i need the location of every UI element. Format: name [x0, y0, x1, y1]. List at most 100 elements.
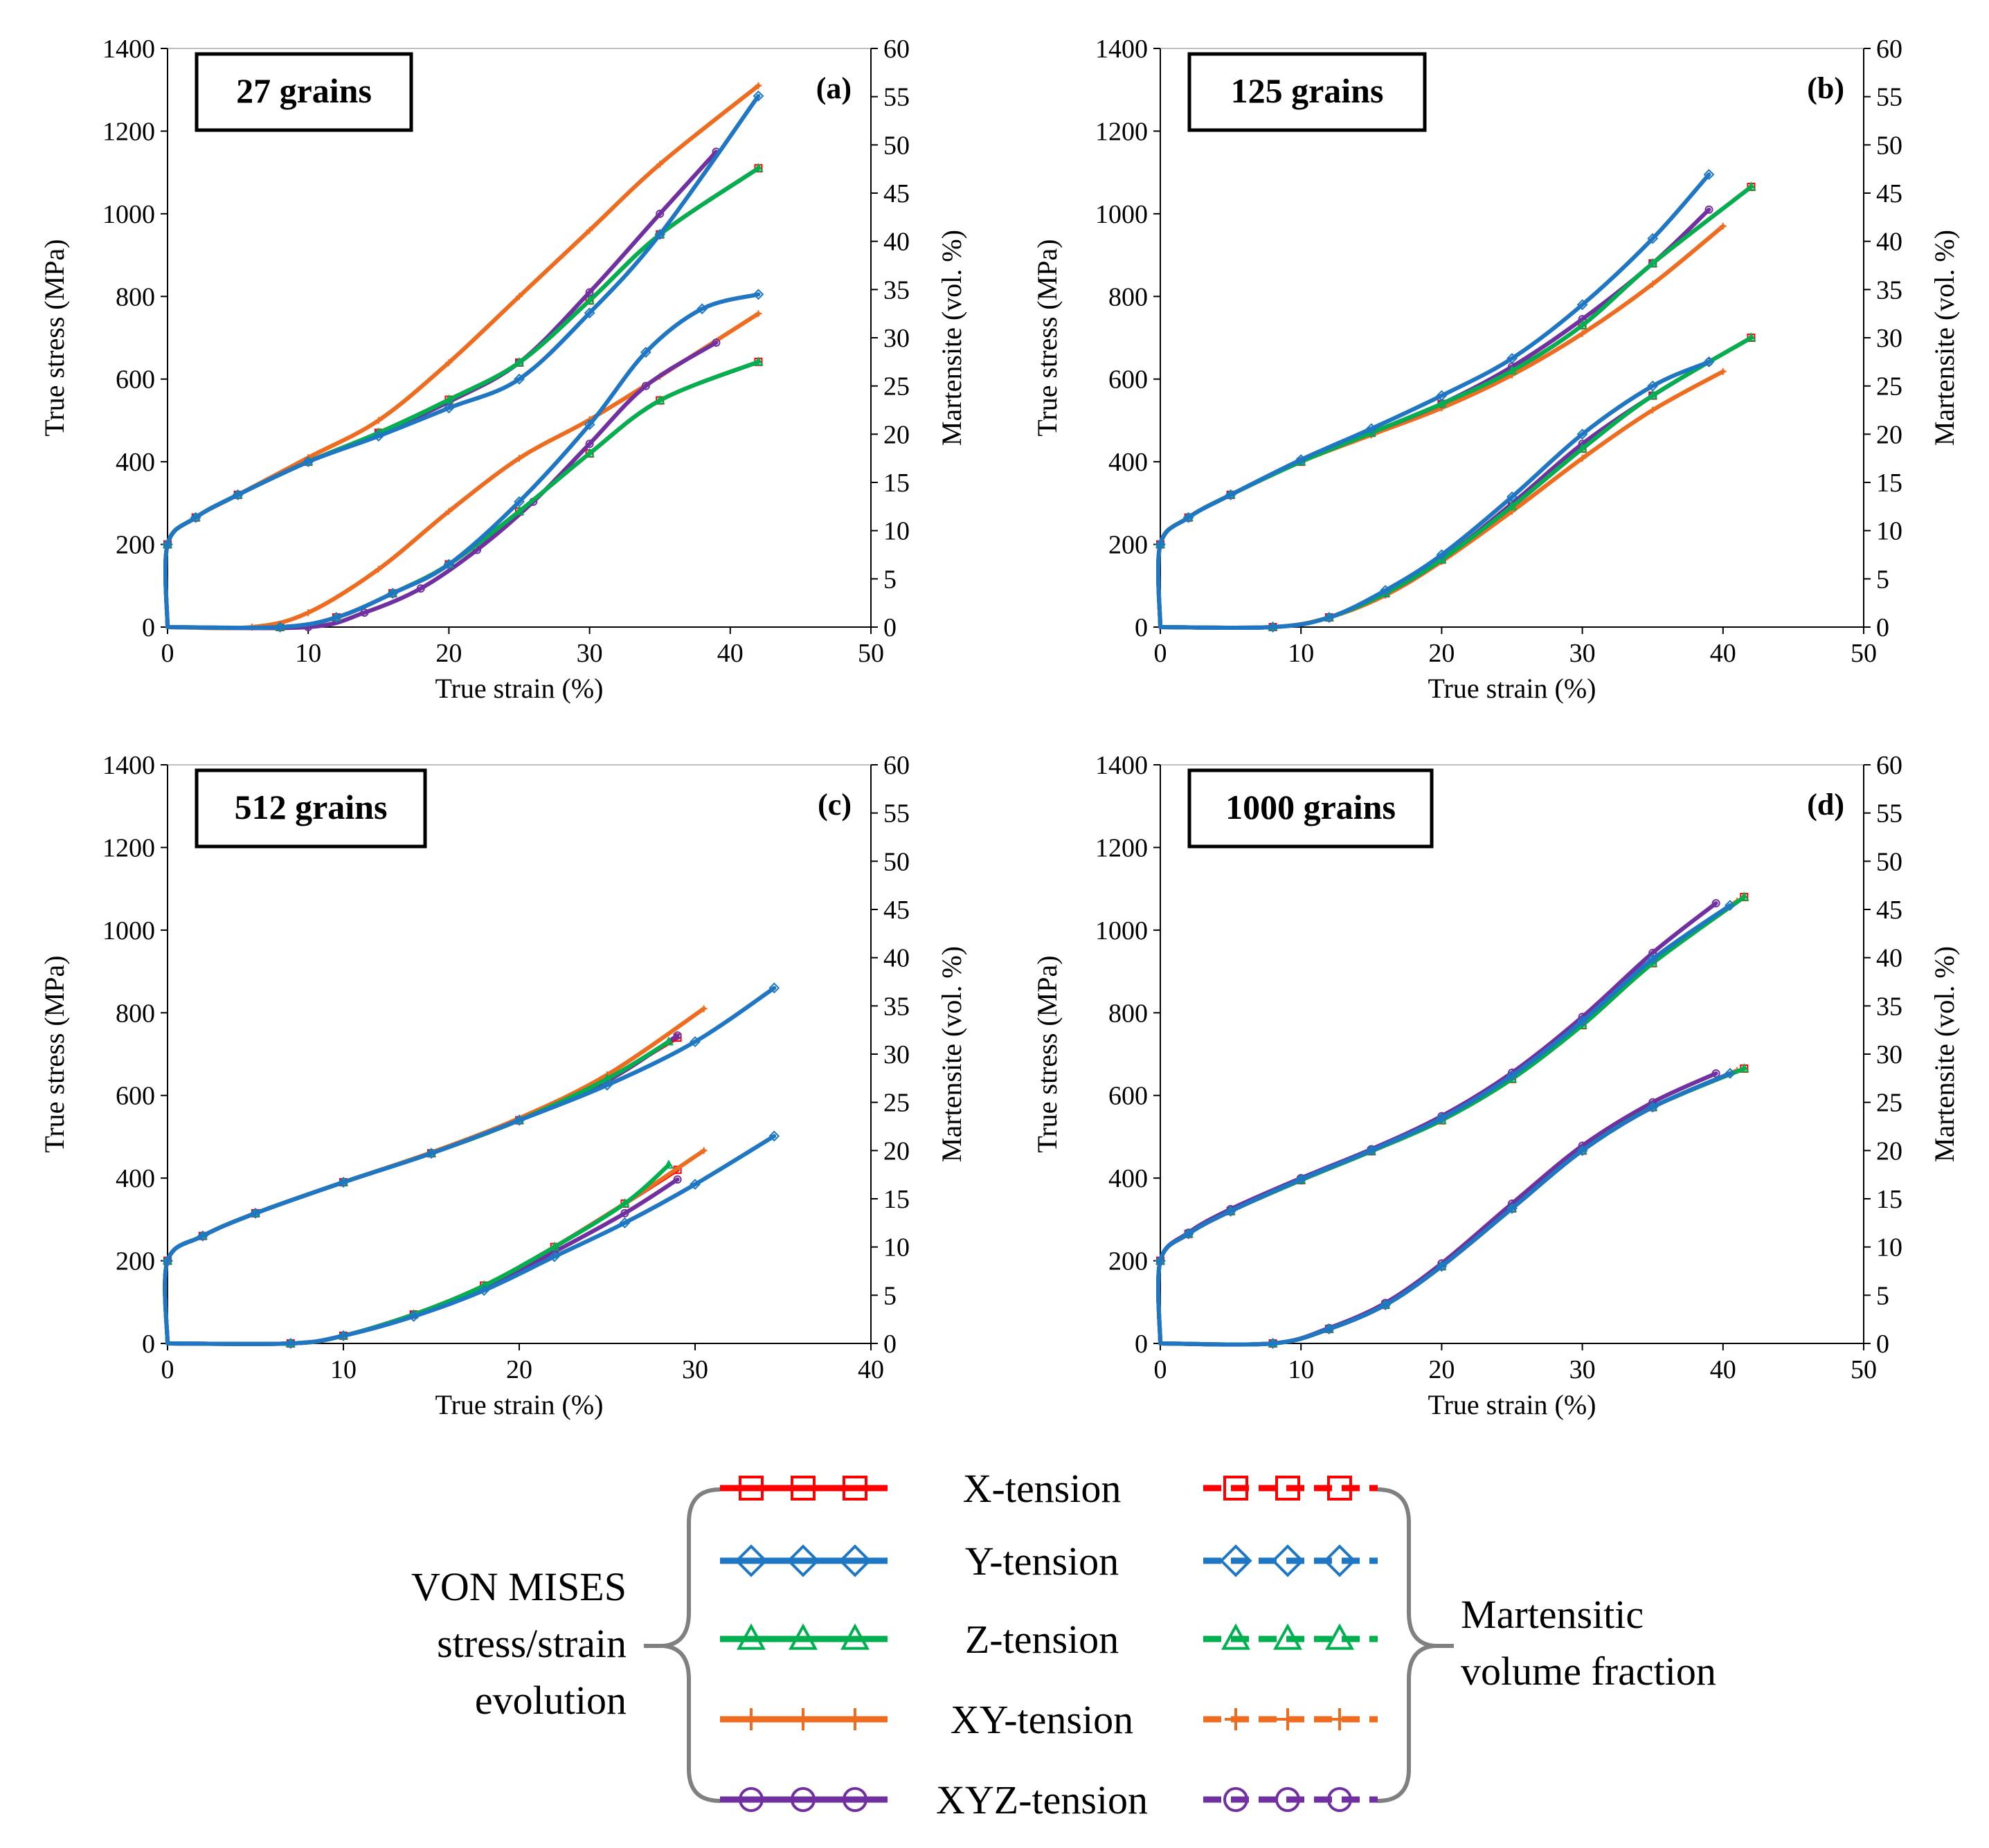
- y-axis-label: True stress (MPa): [39, 239, 70, 436]
- martensite-point-y: [548, 1251, 560, 1262]
- x-axis-label: True strain (%): [435, 673, 604, 704]
- martensite-point-xy: [445, 507, 453, 515]
- stress-point-y: [1725, 900, 1736, 911]
- y2-axis-label: Martensite (vol. %): [1929, 946, 1960, 1162]
- stress-point-y: [1506, 1070, 1518, 1081]
- martensite-series-xy: [165, 1147, 708, 1347]
- y-tick-label: 1200: [102, 833, 155, 862]
- y2-tick-label: 0: [1876, 613, 1889, 642]
- martensite-series-y: [165, 289, 764, 633]
- y2-tick-label: 15: [883, 1185, 910, 1214]
- y-tick-label: 600: [1108, 365, 1148, 395]
- stress-point-xy: [445, 359, 453, 366]
- stress-point-xy: [700, 1005, 708, 1013]
- y2-tick-label: 30: [1876, 324, 1902, 353]
- x-tick-label: 10: [295, 639, 321, 668]
- martensite-line-x: [165, 1168, 680, 1346]
- y2-tick-label: 45: [1876, 179, 1902, 208]
- panel-letter: (d): [1807, 788, 1844, 822]
- stress-line-xy: [1156, 224, 1725, 629]
- legend-dashed-marker: [1327, 1476, 1352, 1501]
- y-tick-label: 1000: [1095, 200, 1148, 229]
- y2-tick-label: 60: [1876, 35, 1902, 64]
- martensite-point-y: [619, 1217, 631, 1229]
- grain-count-label: 27 grains: [236, 71, 372, 110]
- stress-series-x: [1156, 893, 1749, 1346]
- panel-letter: (b): [1807, 71, 1844, 105]
- x-axis-label: True strain (%): [1428, 1389, 1596, 1420]
- y-tick-label: 0: [1135, 1330, 1148, 1359]
- stress-point-z: [663, 1036, 674, 1046]
- martensite-point-xy: [755, 310, 762, 318]
- x-tick-label: 50: [1851, 1355, 1877, 1384]
- legend-row-z: Z-tension: [720, 1617, 1378, 1662]
- martensite-point-xy: [1719, 368, 1727, 375]
- stress-point-y: [514, 1114, 525, 1126]
- legend-left-label-line: stress/strain: [437, 1621, 627, 1666]
- legend-dashed-marker: [1223, 1787, 1248, 1812]
- stress-series-xy: [1156, 222, 1727, 629]
- y2-tick-label: 5: [883, 1281, 897, 1310]
- stress-point-y: [1365, 423, 1377, 435]
- martensite-point-y: [1267, 622, 1279, 633]
- legend-solid-marker: [838, 1544, 872, 1577]
- y2-tick-label: 35: [1876, 275, 1902, 305]
- legend-solid-marker: [792, 1708, 814, 1730]
- y2-tick-label: 40: [883, 944, 910, 973]
- legend-left-brace: [663, 1487, 721, 1803]
- stress-point-xy: [1719, 222, 1727, 230]
- stress-point-z: [753, 163, 764, 172]
- martensite-point-y: [1323, 1323, 1335, 1335]
- y-tick-label: 0: [142, 613, 155, 642]
- x-tick-label: 30: [1569, 639, 1596, 668]
- legend-dashed-marker: [1277, 1708, 1299, 1730]
- martensite-point-y: [768, 1130, 780, 1142]
- stress-point-y: [1436, 390, 1448, 401]
- martensite-line-xy: [165, 1148, 706, 1346]
- y2-tick-label: 25: [1876, 1089, 1902, 1118]
- legend-dashed-marker: [1223, 1476, 1248, 1501]
- y2-tick-label: 55: [1876, 83, 1902, 112]
- y-tick-label: 800: [116, 999, 155, 1028]
- martensite-point-y: [1576, 1145, 1588, 1157]
- legend-solid-marker: [791, 1476, 816, 1501]
- stress-point-y: [1155, 1255, 1166, 1267]
- martensite-point-xy: [305, 609, 312, 617]
- martensite-point-xyz: [641, 381, 650, 390]
- stress-series-y: [162, 982, 780, 1346]
- martensite-point-z: [1739, 1063, 1749, 1073]
- grain-count-label: 512 grains: [235, 788, 388, 826]
- chart-panels: 0 10 20 30 40 5002004006008001000120014000510…: [39, 35, 1960, 1420]
- grain-count-box: [195, 52, 413, 132]
- stress-point-y: [1576, 1015, 1588, 1027]
- martensite-point-xyz: [673, 1175, 682, 1184]
- martensite-point-y: [753, 289, 764, 300]
- martensite-point-y: [1380, 1299, 1392, 1311]
- x-tick-label: 40: [1710, 1355, 1736, 1384]
- stress-point-y: [190, 511, 201, 523]
- martensite-point-xy: [700, 1147, 708, 1154]
- martensite-point-xyz: [1711, 1069, 1720, 1078]
- stress-line-xy: [163, 83, 761, 629]
- martensite-point-z: [753, 356, 764, 366]
- y-tick-label: 600: [1108, 1082, 1148, 1111]
- martensite-series-y: [1158, 1067, 1736, 1349]
- martensite-point-y: [1647, 1101, 1659, 1113]
- y2-tick-label: 45: [883, 179, 910, 208]
- panel-letter: (c): [818, 788, 852, 822]
- y2-tick-label: 45: [883, 896, 910, 925]
- martensite-point-z: [514, 505, 525, 516]
- y-tick-label: 200: [116, 1247, 155, 1276]
- stress-line-y: [163, 93, 761, 629]
- stress-line-y: [1156, 172, 1711, 629]
- y2-tick-label: 15: [1876, 1185, 1902, 1214]
- y2-tick-label: 10: [883, 1233, 910, 1262]
- grain-count-box: [1187, 768, 1434, 849]
- y-tick-label: 600: [116, 1082, 155, 1111]
- martensite-series-z: [165, 1159, 674, 1348]
- y-tick-label: 400: [116, 448, 155, 477]
- stress-point-xy: [656, 161, 664, 168]
- y2-tick-label: 15: [883, 469, 910, 498]
- y-tick-label: 1400: [1095, 751, 1148, 780]
- y-tick-label: 1000: [102, 916, 155, 945]
